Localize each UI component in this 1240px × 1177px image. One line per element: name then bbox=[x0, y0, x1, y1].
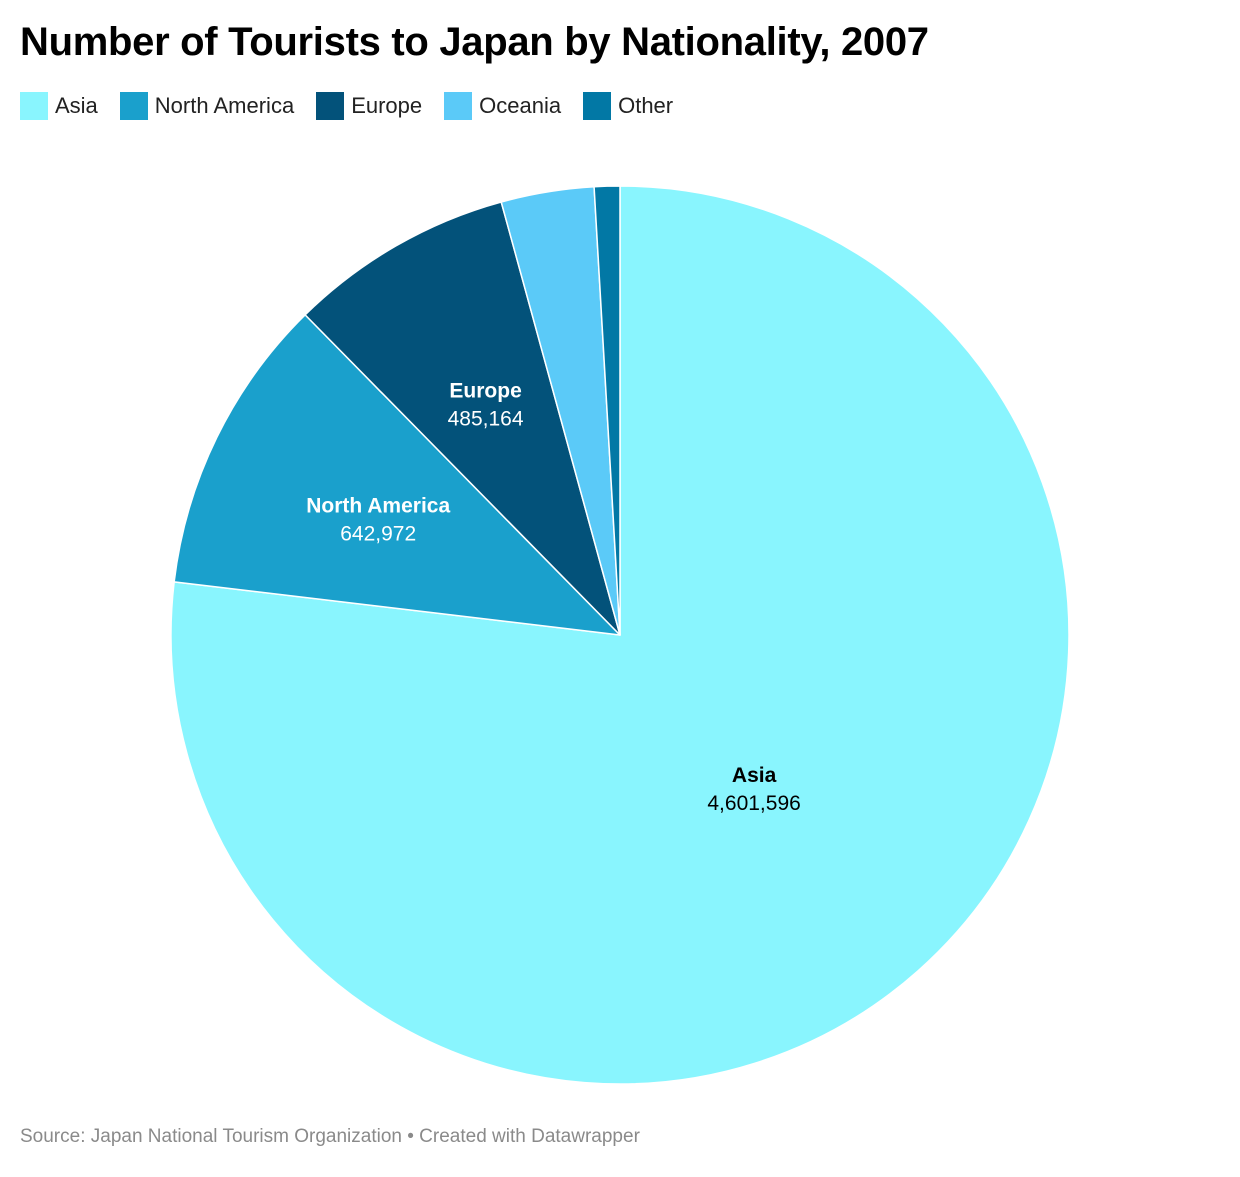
legend-label-north-america: North America bbox=[154, 93, 295, 118]
legend-swatch-oceania bbox=[444, 92, 473, 120]
slice-value-asia: 4,601,596 bbox=[707, 792, 800, 815]
pie-slice-north-america bbox=[173, 314, 621, 636]
slice-value-europe: 485,164 bbox=[448, 408, 524, 431]
slice-value-north-america: 642,972 bbox=[340, 522, 416, 545]
legend-item-oceania: Oceania bbox=[444, 92, 561, 120]
slice-label-asia: Asia bbox=[732, 764, 777, 787]
legend-swatch-other bbox=[583, 92, 612, 120]
legend-swatch-asia bbox=[20, 92, 48, 120]
legend-label-oceania: Oceania bbox=[479, 93, 562, 118]
legend-item-north-america: North America bbox=[119, 92, 295, 120]
chart-footer: Source: Japan National Tourism Organizat… bbox=[20, 1126, 640, 1147]
chart-legend: Asia North America Europe Oceania Other bbox=[20, 92, 695, 120]
pie-slice-other bbox=[593, 185, 621, 636]
slice-label-europe: Europe bbox=[449, 380, 521, 403]
legend-label-asia: Asia bbox=[55, 93, 98, 118]
slice-label-north-america: North America bbox=[306, 494, 450, 517]
legend-item-europe: Europe bbox=[316, 92, 422, 120]
chart-title: Number of Tourists to Japan by Nationali… bbox=[20, 20, 929, 64]
legend-item-asia: Asia bbox=[20, 92, 98, 120]
legend-item-other: Other bbox=[583, 92, 673, 120]
pie-slice-europe bbox=[304, 201, 621, 636]
legend-label-europe: Europe bbox=[351, 93, 423, 118]
legend-swatch-europe bbox=[316, 92, 345, 120]
legend-swatch-north-america bbox=[119, 92, 148, 120]
legend-label-other: Other bbox=[618, 93, 674, 118]
